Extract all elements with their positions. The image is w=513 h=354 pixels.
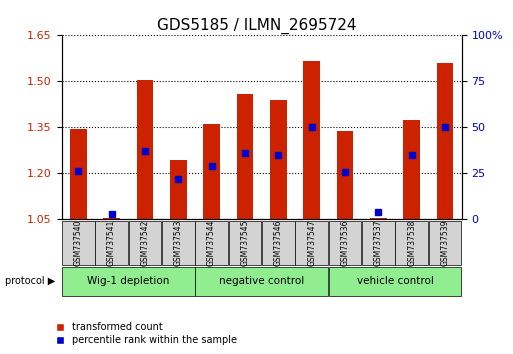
FancyBboxPatch shape — [262, 221, 294, 264]
Text: GSM737542: GSM737542 — [141, 219, 149, 266]
FancyBboxPatch shape — [162, 221, 194, 264]
Bar — [70, 129, 87, 219]
Text: vehicle control: vehicle control — [357, 276, 433, 286]
Text: GSM737543: GSM737543 — [174, 219, 183, 266]
FancyBboxPatch shape — [295, 221, 328, 264]
Bar — [170, 160, 187, 219]
FancyBboxPatch shape — [62, 267, 194, 296]
Text: GSM737546: GSM737546 — [274, 219, 283, 266]
Bar — [236, 94, 253, 219]
Bar — [403, 120, 420, 219]
Bar — [337, 131, 353, 219]
Text: GSM737538: GSM737538 — [407, 219, 416, 266]
Text: GDS5185 / ILMN_2695724: GDS5185 / ILMN_2695724 — [157, 18, 356, 34]
FancyBboxPatch shape — [95, 221, 128, 264]
Text: GSM737540: GSM737540 — [74, 219, 83, 266]
Text: protocol ▶: protocol ▶ — [5, 276, 55, 286]
Text: GSM737537: GSM737537 — [374, 219, 383, 266]
Text: GSM737544: GSM737544 — [207, 219, 216, 266]
Bar — [437, 63, 453, 219]
Bar — [303, 62, 320, 219]
Legend: transformed count, percentile rank within the sample: transformed count, percentile rank withi… — [46, 319, 241, 349]
FancyBboxPatch shape — [129, 221, 161, 264]
Bar — [103, 218, 120, 219]
FancyBboxPatch shape — [329, 267, 461, 296]
Text: negative control: negative control — [219, 276, 304, 286]
Bar — [370, 218, 387, 219]
FancyBboxPatch shape — [195, 267, 328, 296]
FancyBboxPatch shape — [329, 221, 361, 264]
Text: Wig-1 depletion: Wig-1 depletion — [87, 276, 169, 286]
Bar — [203, 124, 220, 219]
Bar — [270, 100, 287, 219]
Bar — [136, 80, 153, 219]
Text: GSM737545: GSM737545 — [241, 219, 249, 266]
FancyBboxPatch shape — [396, 221, 428, 264]
FancyBboxPatch shape — [229, 221, 261, 264]
FancyBboxPatch shape — [362, 221, 394, 264]
FancyBboxPatch shape — [195, 221, 228, 264]
Text: GSM737541: GSM737541 — [107, 219, 116, 266]
FancyBboxPatch shape — [429, 221, 461, 264]
FancyBboxPatch shape — [62, 221, 94, 264]
Text: GSM737547: GSM737547 — [307, 219, 316, 266]
Text: GSM737539: GSM737539 — [441, 219, 449, 266]
Text: GSM737536: GSM737536 — [341, 219, 349, 266]
